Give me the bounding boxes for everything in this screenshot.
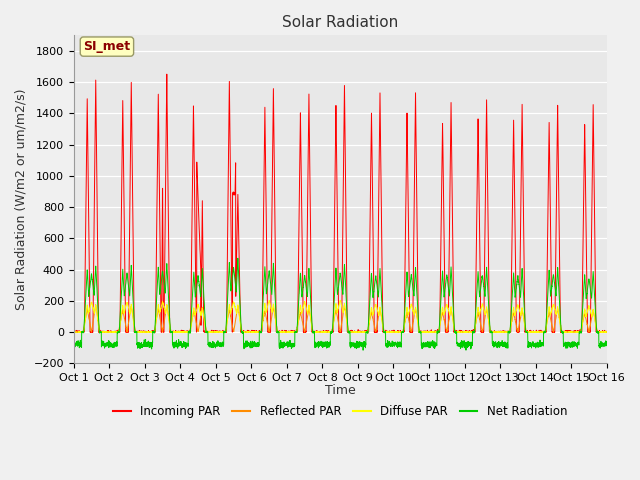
Incoming PAR bbox=[460, 329, 467, 335]
X-axis label: Time: Time bbox=[325, 384, 356, 397]
Incoming PAR bbox=[70, 328, 77, 334]
Incoming PAR bbox=[602, 328, 610, 334]
Diffuse PAR bbox=[166, 323, 173, 329]
Y-axis label: Solar Radiation (W/m2 or um/m2/s): Solar Radiation (W/m2 or um/m2/s) bbox=[15, 89, 28, 310]
Diffuse PAR bbox=[490, 329, 497, 335]
Reflected PAR bbox=[166, 321, 173, 327]
Net Radiation bbox=[166, 315, 173, 321]
Reflected PAR bbox=[70, 329, 78, 335]
Net Radiation bbox=[602, 343, 610, 348]
Net Radiation bbox=[359, 348, 367, 353]
Reflected PAR bbox=[603, 329, 611, 335]
Diffuse PAR bbox=[602, 329, 610, 335]
Line: Incoming PAR: Incoming PAR bbox=[74, 74, 607, 332]
Title: Solar Radiation: Solar Radiation bbox=[282, 15, 398, 30]
Incoming PAR bbox=[321, 329, 328, 335]
Incoming PAR bbox=[430, 329, 438, 335]
Diffuse PAR bbox=[430, 329, 438, 335]
Diffuse PAR bbox=[603, 329, 611, 335]
Incoming PAR bbox=[70, 329, 78, 335]
Reflected PAR bbox=[321, 329, 328, 335]
Line: Reflected PAR: Reflected PAR bbox=[74, 305, 607, 332]
Reflected PAR bbox=[163, 302, 171, 308]
Net Radiation bbox=[430, 342, 438, 348]
Legend: Incoming PAR, Reflected PAR, Diffuse PAR, Net Radiation: Incoming PAR, Reflected PAR, Diffuse PAR… bbox=[108, 401, 572, 423]
Net Radiation bbox=[460, 340, 467, 346]
Incoming PAR bbox=[603, 329, 611, 335]
Reflected PAR bbox=[460, 329, 467, 335]
Reflected PAR bbox=[70, 329, 77, 335]
Reflected PAR bbox=[602, 329, 610, 335]
Line: Net Radiation: Net Radiation bbox=[74, 258, 607, 350]
Net Radiation bbox=[603, 339, 611, 345]
Incoming PAR bbox=[163, 71, 171, 77]
Net Radiation bbox=[70, 344, 77, 349]
Reflected PAR bbox=[430, 329, 438, 335]
Reflected PAR bbox=[490, 328, 498, 334]
Incoming PAR bbox=[490, 329, 498, 335]
Diffuse PAR bbox=[70, 329, 77, 335]
Text: SI_met: SI_met bbox=[83, 40, 131, 53]
Incoming PAR bbox=[166, 329, 173, 335]
Line: Diffuse PAR: Diffuse PAR bbox=[74, 300, 607, 332]
Net Radiation bbox=[234, 255, 242, 261]
Diffuse PAR bbox=[460, 329, 467, 335]
Net Radiation bbox=[490, 342, 498, 348]
Net Radiation bbox=[321, 343, 328, 348]
Diffuse PAR bbox=[337, 298, 344, 303]
Diffuse PAR bbox=[320, 329, 328, 335]
